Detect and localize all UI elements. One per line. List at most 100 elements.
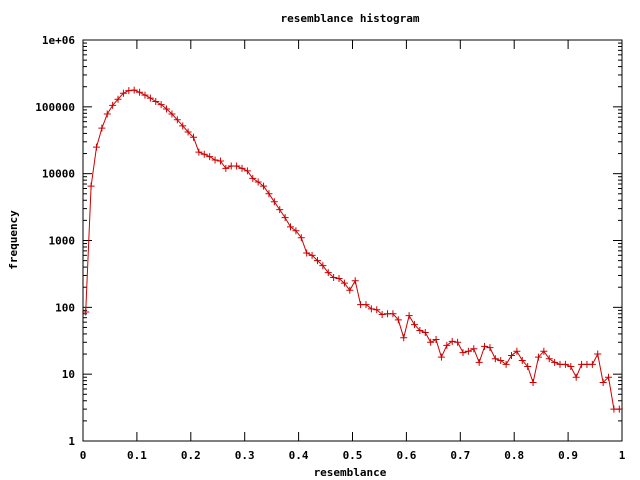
y-tick-label: 1 — [68, 435, 75, 448]
y-tick-label: 1000 — [49, 235, 76, 248]
data-point — [335, 275, 343, 283]
data-point — [216, 157, 224, 165]
data-point — [572, 373, 580, 381]
data-point — [400, 334, 408, 342]
data-point — [513, 347, 521, 355]
data-point — [545, 355, 553, 363]
data-point — [454, 338, 462, 346]
data-point — [373, 306, 381, 314]
data-point — [249, 174, 257, 182]
data-point — [238, 164, 246, 172]
data-point — [281, 214, 289, 222]
data-point — [410, 321, 418, 329]
data-point — [486, 344, 494, 352]
data-point — [594, 350, 602, 358]
x-axis-label: resemblance — [314, 466, 387, 479]
y-tick-label: 10 — [62, 368, 75, 381]
data-point — [470, 345, 478, 353]
data-point — [168, 110, 176, 118]
y-tick-label: 10000 — [42, 168, 75, 181]
data-point — [330, 273, 338, 281]
data-point — [464, 347, 472, 355]
y-axis-label: frequency — [7, 210, 20, 270]
data-point — [173, 116, 181, 124]
data-point — [157, 101, 165, 109]
data-point — [561, 360, 569, 368]
x-tick-label: 0.9 — [558, 449, 578, 462]
data-point — [184, 128, 192, 136]
data-point — [92, 143, 100, 151]
x-tick-label: 0.1 — [127, 449, 147, 462]
x-axis: 0 0.1 0.2 0.3 0.4 0.5 0.6 0.7 0.8 0.9 1 — [80, 40, 626, 462]
data-point — [265, 190, 273, 198]
x-tick-label: 0.7 — [450, 449, 470, 462]
data-point — [491, 355, 499, 363]
data-point — [114, 95, 122, 103]
data-point — [389, 310, 397, 318]
data-point — [459, 349, 467, 357]
data-point — [405, 312, 413, 320]
series-group — [82, 86, 623, 413]
data-point — [254, 178, 262, 186]
data-point — [98, 124, 106, 132]
data-point — [243, 167, 251, 175]
data-point — [378, 311, 386, 319]
data-point — [599, 379, 607, 387]
x-tick-label: 0.5 — [343, 449, 363, 462]
data-point — [146, 94, 154, 102]
data-point — [179, 122, 187, 130]
data-point — [475, 358, 483, 366]
data-point — [141, 91, 149, 99]
x-tick-label: 0.3 — [235, 449, 255, 462]
data-point — [308, 251, 316, 259]
data-point — [432, 336, 440, 344]
data-point — [524, 363, 532, 371]
data-point — [260, 182, 268, 190]
x-tick-label: 0.6 — [396, 449, 416, 462]
data-point — [367, 305, 375, 313]
data-point — [270, 198, 278, 206]
data-point — [313, 257, 321, 265]
data-point — [421, 329, 429, 337]
data-point — [119, 89, 127, 97]
chart-title: resemblance histogram — [280, 12, 419, 25]
data-point — [437, 353, 445, 361]
data-point — [346, 286, 354, 294]
data-point — [211, 156, 219, 164]
data-point — [567, 363, 575, 371]
data-point — [362, 301, 370, 309]
data-point — [502, 360, 510, 368]
data-point — [427, 338, 435, 346]
x-tick-label: 0.4 — [289, 449, 309, 462]
data-point — [206, 153, 214, 161]
data-point — [605, 373, 613, 381]
data-point — [518, 357, 526, 365]
data-point — [189, 133, 197, 141]
data-point — [529, 379, 537, 387]
data-point — [615, 405, 623, 413]
data-point — [448, 337, 456, 345]
data-point — [82, 308, 90, 316]
data-point — [130, 86, 138, 94]
plot-frame — [82, 39, 623, 442]
y-tick-label: 1e+06 — [42, 34, 75, 47]
data-point — [324, 269, 332, 277]
data-point — [276, 206, 284, 214]
y-tick-label: 100000 — [35, 101, 75, 114]
data-point — [103, 110, 111, 118]
data-point — [303, 249, 311, 257]
data-point — [508, 352, 516, 360]
data-point — [551, 358, 559, 366]
data-point — [109, 101, 117, 109]
data-point — [152, 98, 160, 106]
data-point — [497, 357, 505, 365]
x-tick-label: 0 — [80, 449, 87, 462]
x-tick-label: 1 — [619, 449, 626, 462]
data-point — [319, 262, 327, 270]
data-point — [351, 277, 359, 285]
data-point — [222, 164, 230, 172]
y-axis: 1 10 100 1000 10000 100000 1e+06 — [35, 34, 622, 448]
data-point — [416, 327, 424, 335]
data-point — [443, 341, 451, 349]
